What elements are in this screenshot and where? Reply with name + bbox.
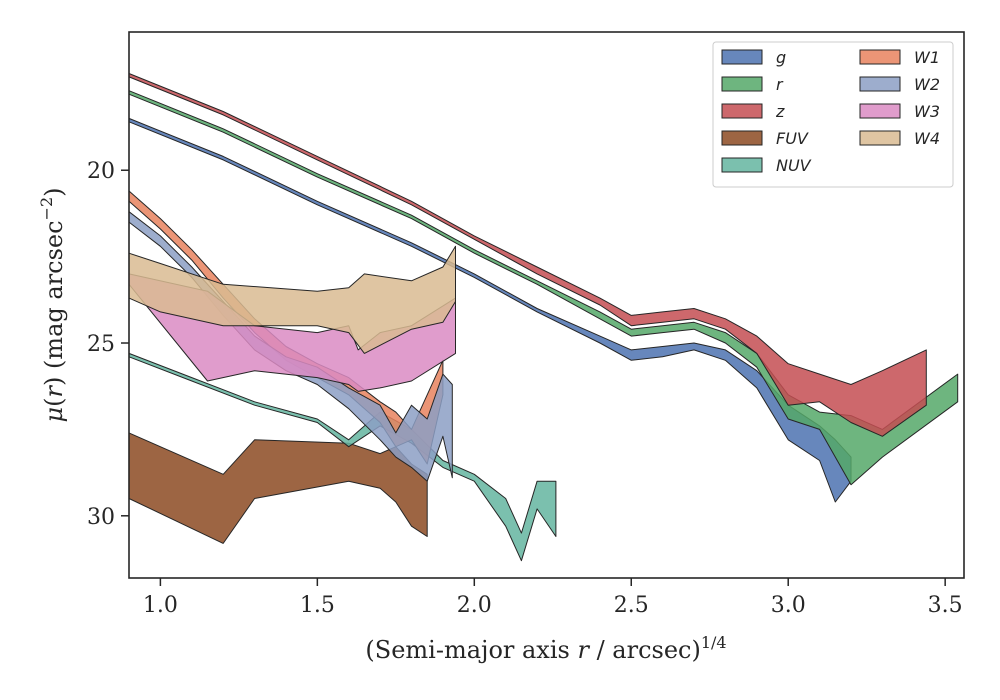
x-tick-label: 1.5 (300, 593, 335, 618)
legend-label-g: g (776, 48, 786, 67)
legend-swatch-w4 (859, 130, 901, 146)
x-tick-label: 2.0 (457, 593, 492, 618)
data-bands (128, 73, 959, 562)
legend-swatch-nuv (721, 157, 763, 173)
legend-label-w3: W3 (914, 102, 940, 121)
x-tick-label: 1.0 (143, 593, 178, 618)
legend-swatch-fuv (721, 130, 763, 146)
y-tick-label: 25 (87, 332, 115, 357)
legend-swatch-g (721, 49, 763, 65)
x-tick-label: 3.0 (771, 593, 806, 618)
x-tick-label: 2.5 (614, 593, 649, 618)
band-w4 (128, 245, 456, 354)
band-z (128, 73, 927, 437)
band-r (128, 90, 959, 486)
legend-swatch-w2 (859, 76, 901, 92)
band-nuv (128, 352, 557, 562)
plot-frame (128, 31, 965, 579)
legend-swatch-w1 (859, 49, 901, 65)
legend-label-nuv: NUV (776, 156, 812, 175)
legend-label-w2: W2 (914, 75, 940, 94)
legend-label-z: z (775, 102, 785, 121)
y-tick-label: 30 (87, 505, 115, 530)
legend-label-w4: W4 (914, 129, 940, 148)
legend-swatch-z (721, 103, 763, 119)
x-tick-label: 3.5 (928, 593, 963, 618)
y-axis-label: μ(r) (mag arcsec−2) (37, 187, 68, 422)
legend-label-r: r (776, 75, 784, 94)
legend-swatch-w3 (859, 103, 901, 119)
legend-swatch-r (721, 76, 763, 92)
band-fuv (128, 432, 428, 544)
y-tick-label: 20 (87, 159, 115, 184)
legend-label-w1: W1 (914, 48, 940, 67)
x-axis-label: (Semi-major axis r / arcsec)1/4 (365, 633, 726, 664)
legend: grz FUV NUV W1 W2 W3 W4 (712, 41, 954, 188)
legend-label-fuv: FUV (776, 129, 809, 148)
axis-ticks: 1.0 1.5 2.0 2.5 3.0 3.5 20 25 30 (87, 159, 963, 618)
